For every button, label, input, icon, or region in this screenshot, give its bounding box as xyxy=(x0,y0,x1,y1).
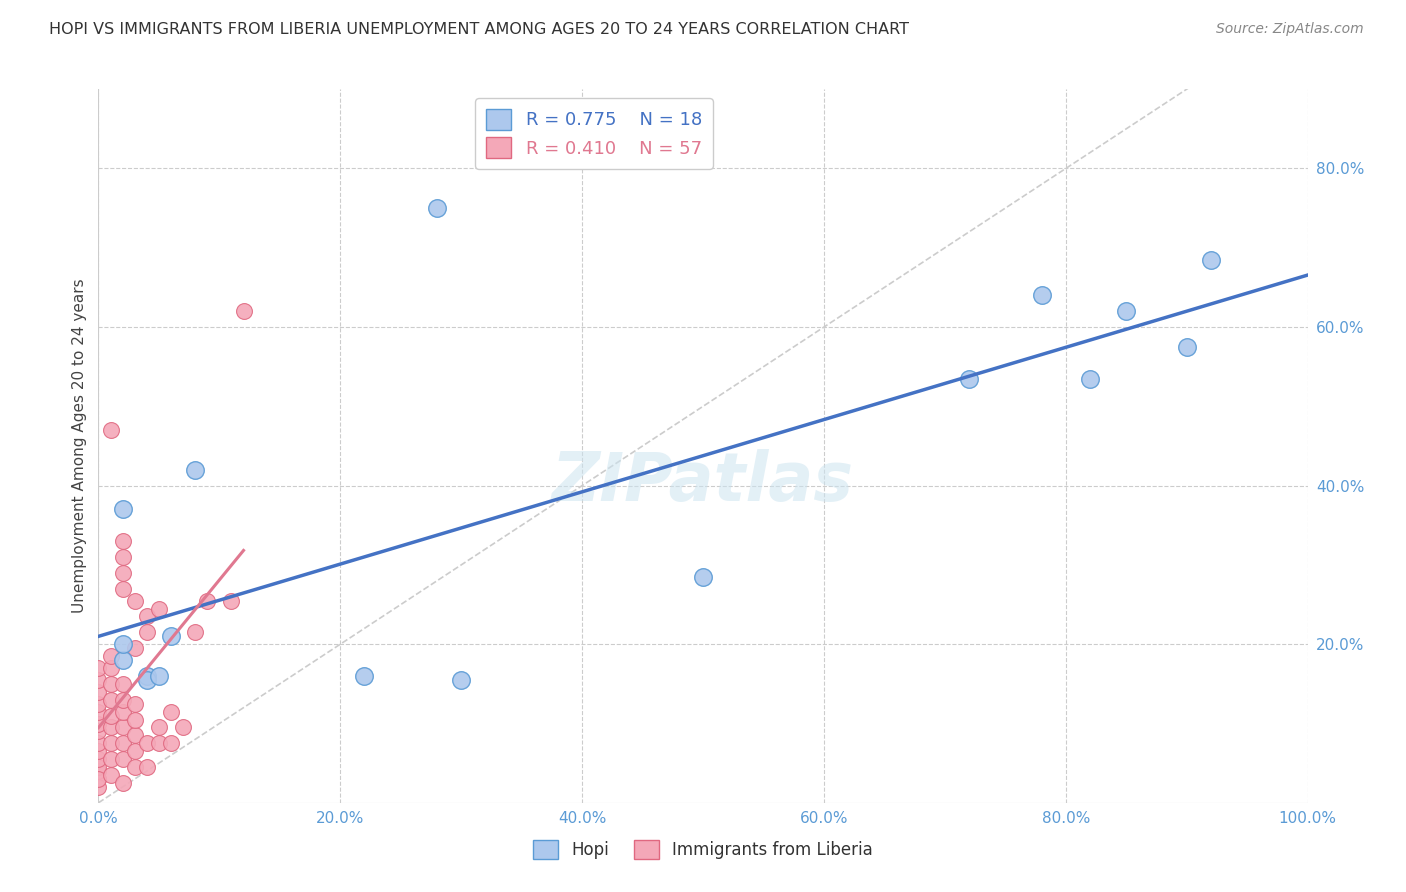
Point xyxy=(87,752,110,766)
Point xyxy=(87,661,110,675)
Point xyxy=(111,692,134,706)
Point xyxy=(111,736,134,750)
Point xyxy=(184,625,207,640)
Point xyxy=(195,593,218,607)
Point xyxy=(100,736,122,750)
Point xyxy=(160,736,183,750)
Point xyxy=(135,760,157,774)
Point xyxy=(221,593,243,607)
Point xyxy=(111,549,134,564)
Point xyxy=(111,566,134,580)
Point xyxy=(135,609,157,624)
Point xyxy=(111,752,134,766)
Point xyxy=(957,371,980,385)
Point xyxy=(100,708,122,723)
Point xyxy=(100,649,122,664)
Point xyxy=(111,677,134,691)
Point xyxy=(87,780,110,794)
Point xyxy=(111,534,134,549)
Point xyxy=(1199,252,1222,267)
Point xyxy=(184,463,207,477)
Point xyxy=(353,669,375,683)
Point xyxy=(135,736,157,750)
Point xyxy=(135,669,157,683)
Point xyxy=(124,641,146,656)
Point xyxy=(148,669,170,683)
Point xyxy=(87,764,110,778)
Point xyxy=(87,697,110,711)
Point xyxy=(426,201,449,215)
Point xyxy=(111,776,134,790)
Point xyxy=(172,721,194,735)
Point xyxy=(87,673,110,687)
Point xyxy=(1175,340,1198,354)
Point xyxy=(124,760,146,774)
Point xyxy=(100,752,122,766)
Point xyxy=(148,721,170,735)
Point xyxy=(111,637,134,651)
Point xyxy=(1115,304,1137,318)
Point xyxy=(87,685,110,699)
Point xyxy=(87,744,110,758)
Point xyxy=(124,744,146,758)
Point xyxy=(124,728,146,742)
Point xyxy=(160,629,183,643)
Point xyxy=(87,772,110,786)
Point xyxy=(148,601,170,615)
Point xyxy=(160,705,183,719)
Point xyxy=(100,768,122,782)
Point xyxy=(87,724,110,739)
Point xyxy=(111,721,134,735)
Y-axis label: Unemployment Among Ages 20 to 24 years: Unemployment Among Ages 20 to 24 years xyxy=(72,278,87,614)
Point xyxy=(124,593,146,607)
Point xyxy=(100,677,122,691)
Point xyxy=(87,716,110,731)
Point xyxy=(1031,288,1053,302)
Point xyxy=(111,582,134,596)
Point xyxy=(450,673,472,687)
Point xyxy=(692,570,714,584)
Point xyxy=(124,713,146,727)
Point xyxy=(100,661,122,675)
Point xyxy=(124,697,146,711)
Point xyxy=(100,423,122,437)
Point xyxy=(100,692,122,706)
Point xyxy=(135,673,157,687)
Text: ZIPatlas: ZIPatlas xyxy=(553,449,853,515)
Legend: Hopi, Immigrants from Liberia: Hopi, Immigrants from Liberia xyxy=(526,834,880,866)
Point xyxy=(87,705,110,719)
Point xyxy=(100,721,122,735)
Point xyxy=(111,653,134,667)
Point xyxy=(1078,371,1101,385)
Point xyxy=(111,705,134,719)
Point xyxy=(87,760,110,774)
Point xyxy=(232,304,254,318)
Point xyxy=(87,772,110,786)
Text: Source: ZipAtlas.com: Source: ZipAtlas.com xyxy=(1216,22,1364,37)
Text: HOPI VS IMMIGRANTS FROM LIBERIA UNEMPLOYMENT AMONG AGES 20 TO 24 YEARS CORRELATI: HOPI VS IMMIGRANTS FROM LIBERIA UNEMPLOY… xyxy=(49,22,910,37)
Point xyxy=(111,502,134,516)
Point xyxy=(87,736,110,750)
Point xyxy=(135,625,157,640)
Point xyxy=(148,736,170,750)
